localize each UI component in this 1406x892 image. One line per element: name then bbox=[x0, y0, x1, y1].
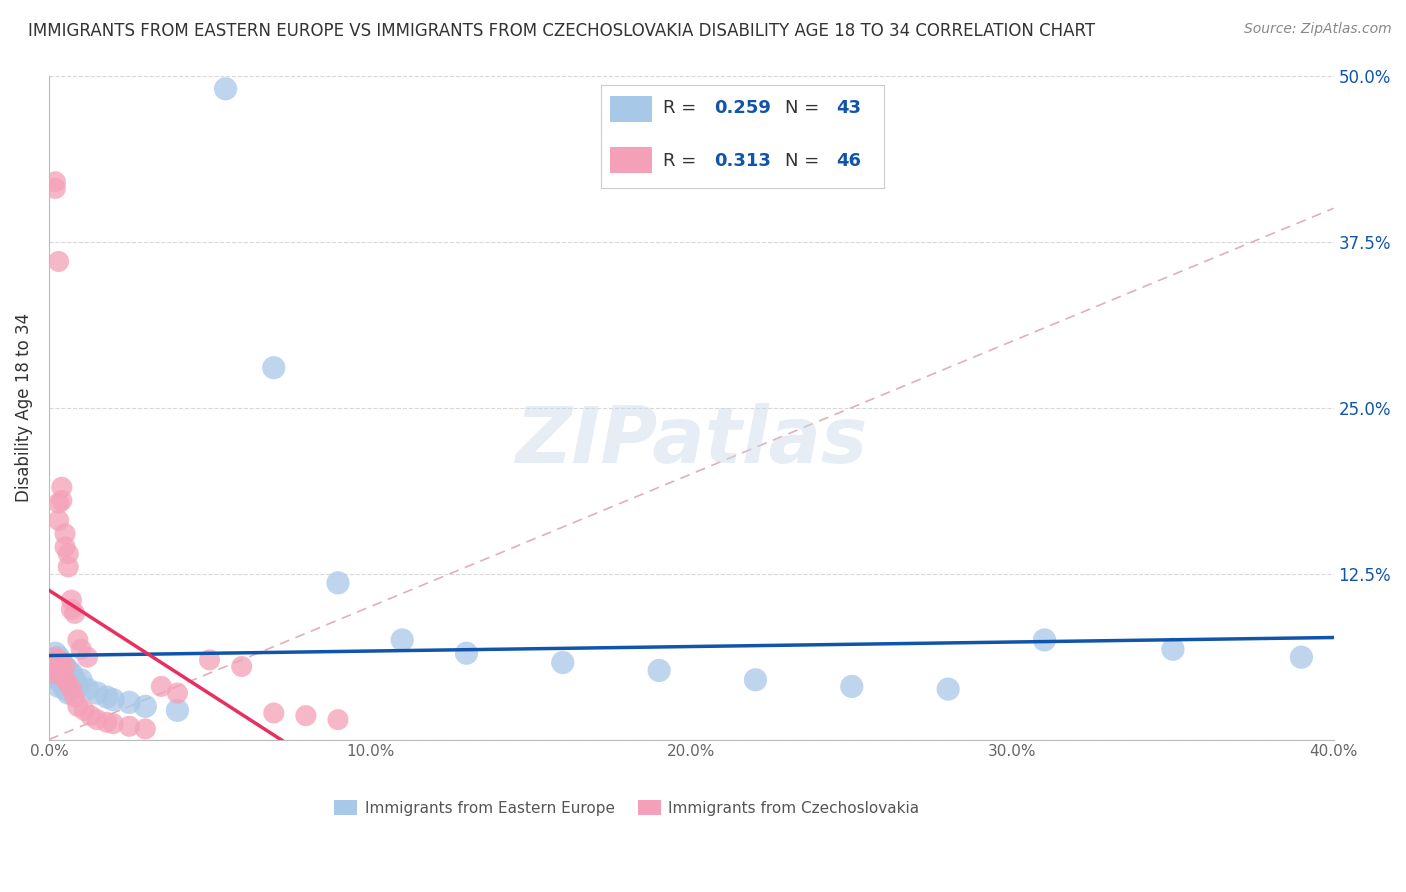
Point bbox=[41, 666, 63, 681]
Legend: Immigrants from Eastern Europe, Immigrants from Czechoslovakia: Immigrants from Eastern Europe, Immigran… bbox=[329, 794, 925, 822]
Point bbox=[51, 677, 73, 691]
Text: Source: ZipAtlas.com: Source: ZipAtlas.com bbox=[1244, 22, 1392, 37]
Point bbox=[60, 666, 83, 681]
Point bbox=[44, 656, 66, 670]
Point bbox=[1291, 650, 1313, 665]
Point bbox=[118, 719, 141, 733]
Point bbox=[58, 664, 80, 678]
Point bbox=[391, 632, 413, 647]
Point bbox=[60, 593, 83, 607]
Point bbox=[134, 699, 156, 714]
Point bbox=[198, 653, 221, 667]
Point bbox=[103, 716, 125, 731]
Point bbox=[326, 713, 349, 727]
Point bbox=[60, 602, 83, 616]
Point bbox=[53, 540, 76, 554]
Point bbox=[44, 669, 66, 683]
Point bbox=[76, 682, 98, 697]
Point bbox=[48, 673, 70, 687]
Point bbox=[63, 673, 86, 687]
Point bbox=[44, 659, 66, 673]
Point bbox=[70, 642, 93, 657]
Point bbox=[48, 513, 70, 527]
Point bbox=[1161, 642, 1184, 657]
Point bbox=[70, 673, 93, 687]
Point bbox=[66, 699, 89, 714]
Point bbox=[118, 695, 141, 709]
Point bbox=[214, 82, 236, 96]
Point bbox=[66, 680, 89, 694]
Point bbox=[48, 653, 70, 667]
Point bbox=[48, 254, 70, 268]
Text: IMMIGRANTS FROM EASTERN EUROPE VS IMMIGRANTS FROM CZECHOSLOVAKIA DISABILITY AGE : IMMIGRANTS FROM EASTERN EUROPE VS IMMIGR… bbox=[28, 22, 1095, 40]
Point bbox=[51, 666, 73, 681]
Point bbox=[53, 659, 76, 673]
Point bbox=[1033, 632, 1056, 647]
Text: ZIPatlas: ZIPatlas bbox=[515, 403, 868, 479]
Point bbox=[63, 690, 86, 704]
Point bbox=[48, 664, 70, 678]
Point bbox=[44, 181, 66, 195]
Point bbox=[96, 715, 118, 730]
Point bbox=[41, 659, 63, 673]
Point bbox=[41, 666, 63, 681]
Point bbox=[841, 680, 863, 694]
Point bbox=[41, 659, 63, 673]
Point bbox=[73, 703, 96, 717]
Point bbox=[53, 659, 76, 673]
Point bbox=[86, 686, 108, 700]
Point bbox=[263, 360, 285, 375]
Point bbox=[53, 669, 76, 683]
Point bbox=[44, 650, 66, 665]
Point bbox=[456, 646, 478, 660]
Y-axis label: Disability Age 18 to 34: Disability Age 18 to 34 bbox=[15, 313, 32, 502]
Point bbox=[44, 175, 66, 189]
Point bbox=[150, 680, 173, 694]
Point bbox=[231, 659, 253, 673]
Point bbox=[96, 690, 118, 704]
Point bbox=[744, 673, 766, 687]
Point bbox=[51, 493, 73, 508]
Point bbox=[58, 686, 80, 700]
Point bbox=[58, 677, 80, 691]
Point bbox=[41, 653, 63, 667]
Point bbox=[648, 664, 671, 678]
Point bbox=[44, 646, 66, 660]
Point bbox=[48, 650, 70, 665]
Point bbox=[60, 682, 83, 697]
Point bbox=[551, 656, 574, 670]
Point bbox=[326, 575, 349, 590]
Point bbox=[80, 708, 103, 723]
Point bbox=[58, 673, 80, 687]
Point bbox=[134, 722, 156, 736]
Point bbox=[51, 669, 73, 683]
Point bbox=[51, 480, 73, 494]
Point bbox=[166, 686, 188, 700]
Point bbox=[936, 682, 959, 697]
Point bbox=[58, 560, 80, 574]
Point bbox=[53, 526, 76, 541]
Point bbox=[263, 706, 285, 720]
Point bbox=[51, 656, 73, 670]
Point bbox=[86, 713, 108, 727]
Point bbox=[66, 632, 89, 647]
Point bbox=[51, 656, 73, 670]
Point bbox=[58, 547, 80, 561]
Point bbox=[63, 607, 86, 621]
Point bbox=[41, 653, 63, 667]
Point bbox=[53, 673, 76, 687]
Point bbox=[48, 659, 70, 673]
Point bbox=[166, 703, 188, 717]
Point bbox=[48, 680, 70, 694]
Point bbox=[295, 708, 318, 723]
Point bbox=[53, 682, 76, 697]
Point bbox=[103, 692, 125, 706]
Point bbox=[76, 650, 98, 665]
Point bbox=[48, 496, 70, 510]
